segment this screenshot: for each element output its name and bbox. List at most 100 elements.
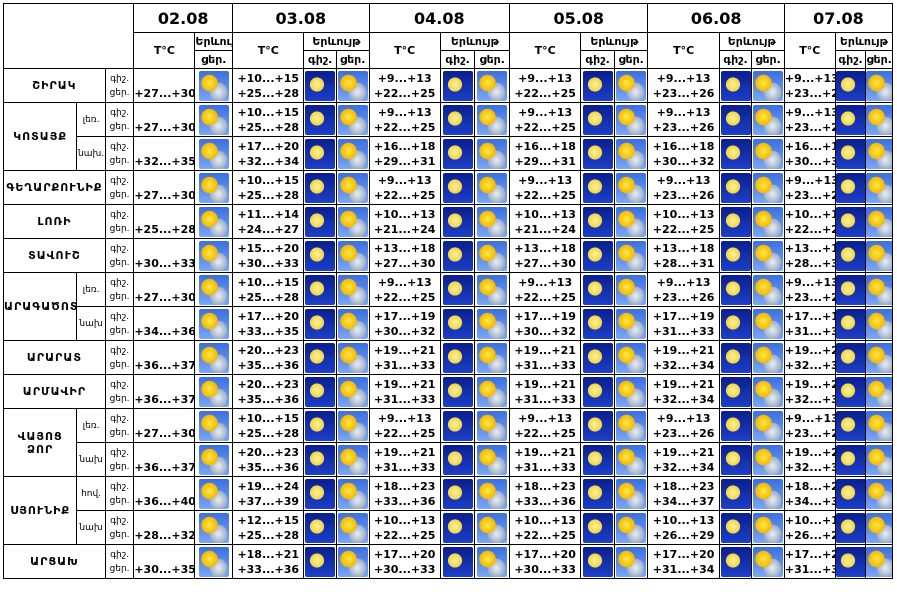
weather-icon: [442, 172, 473, 203]
temp-cell: +30...+33: [133, 238, 196, 273]
weather-icon: [582, 70, 613, 101]
day-temp: +36...+40: [134, 494, 195, 508]
weather-icon: [582, 206, 613, 237]
night-temp: +10...+15: [237, 173, 300, 187]
day-label: ցեր.: [109, 257, 130, 268]
day-temp: +22...+25: [514, 188, 576, 202]
icon-cell: [751, 442, 785, 477]
weather-icon: [753, 512, 784, 543]
icon-cell: [194, 170, 234, 205]
date-header: 07.08: [783, 3, 894, 33]
day-temp: +31...+33: [373, 358, 436, 372]
day-temp: +27...+30: [514, 256, 576, 270]
temp-cell: +9...+13+23...+26: [783, 408, 836, 443]
icon-cell: [865, 340, 893, 375]
weather-icon: [442, 512, 473, 543]
temp-cell: +32...+35: [133, 136, 196, 171]
night-temp: +9...+13: [377, 411, 432, 425]
day-label: ցեր.: [109, 189, 130, 200]
weather-icon: [582, 172, 613, 203]
temp-cell: +19...+21+32...+34: [783, 442, 836, 477]
night-label: գիշ.: [110, 243, 130, 254]
night-temp: +12...+15: [237, 513, 300, 527]
temp-cell: +10...+15 +25...+28: [232, 68, 305, 103]
day-temp: +26...+29: [652, 528, 715, 542]
night-temp: +9...+13: [377, 275, 432, 289]
day-label: ցեր.: [109, 87, 130, 98]
region-name: ԳԵՂԱՐՔՈՒՆԻՔ: [3, 170, 106, 205]
night-temp-blank: [135, 71, 194, 86]
icon-cell: [474, 374, 511, 409]
date-header: 02.08: [133, 3, 234, 33]
icon-cell: [834, 442, 867, 477]
weather-icon: [305, 274, 336, 305]
day-temp: +28...+31: [784, 256, 834, 270]
temp-cell: +10...+15 +25...+28: [232, 408, 305, 443]
icon-cell: [335, 544, 370, 579]
night-temp-blank: [135, 173, 194, 188]
day-temp: +23...+26: [652, 86, 715, 100]
day-temp: +33...+36: [514, 494, 576, 508]
day-temp: +22...+25: [373, 86, 436, 100]
night-temp: +19...+21: [373, 343, 436, 357]
phenomenon-header: Երևույթ: [580, 32, 649, 51]
weather-icon: [337, 410, 368, 441]
temp-cell: +20...+23 +35...+36: [232, 442, 305, 477]
weather-icon: [582, 478, 613, 509]
icon-cell: [335, 68, 370, 103]
weather-icon: [753, 240, 784, 271]
weather-icon: [836, 240, 865, 271]
temp-cell: +9...+13 +22...+25: [509, 102, 582, 137]
day-temp: +31...+34: [652, 562, 715, 576]
weather-icon: [720, 138, 751, 169]
icon-cell: [718, 68, 753, 103]
temp-cell: +9...+13+23...+26: [783, 272, 836, 307]
weather-icon: [442, 478, 473, 509]
icon-cell: [613, 204, 649, 239]
night-temp: +16...+18: [784, 139, 834, 153]
temp-cell: +19...+24 +37...+39: [232, 476, 305, 511]
night-temp: +10...+13: [514, 207, 576, 221]
day-temp: +34...+37: [652, 494, 715, 508]
icon-cell: [335, 204, 370, 239]
temp-cell: +27...+30: [133, 408, 196, 443]
temp-cell: +10...+13+26...+29: [783, 510, 836, 545]
weather-icon: [866, 308, 892, 339]
night-temp: +16...+18: [373, 139, 436, 153]
night-temp: +17...+19: [652, 309, 715, 323]
temp-cell: +15...+20 +30...+33: [232, 238, 305, 273]
icon-cell: [335, 136, 370, 171]
icon-cell: [718, 544, 753, 579]
temp-cell: +10...+13+26...+29: [647, 510, 720, 545]
icon-cell: [834, 204, 867, 239]
icon-cell: [751, 408, 785, 443]
icon-cell: [474, 306, 511, 341]
day-temp: +27...+30: [134, 188, 195, 202]
night-temp: +13...+18: [784, 241, 834, 255]
night-label: գիշ.: [110, 447, 130, 458]
icon-cell: [613, 544, 649, 579]
weather-icon: [866, 478, 892, 509]
icon-cell: [335, 374, 370, 409]
temp-cell: +36...+37: [133, 374, 196, 409]
day-temp: +32...+34: [237, 154, 300, 168]
region-row: ԱՐԱԳԱԾՈՏՆլեռ. գիշ. ցեր. +27...+30 +10...+15…: [2, 272, 893, 341]
night-temp: +11...+14: [237, 207, 300, 221]
temp-cell: +12...+15 +25...+28: [232, 510, 305, 545]
temp-cell: +19...+21+32...+34: [783, 374, 836, 409]
temp-cell: +10...+13+22...+25: [509, 510, 582, 545]
time-labels: գիշ. ցեր.: [104, 68, 135, 103]
weather-icon: [198, 308, 229, 339]
icon-cell: [194, 408, 234, 443]
night-temp-blank: [135, 445, 194, 460]
icon-cell: [194, 374, 234, 409]
icon-cell: [580, 374, 615, 409]
weather-icon: [198, 138, 229, 169]
icon-cell: [865, 136, 893, 171]
icon-cell: [751, 136, 785, 171]
night-temp-blank: [135, 547, 194, 562]
temp-cell: +13...+18 +27...+30: [368, 238, 441, 273]
weather-icon: [442, 138, 473, 169]
icon-cell: [439, 102, 476, 137]
day-temp: +35...+36: [237, 392, 300, 406]
